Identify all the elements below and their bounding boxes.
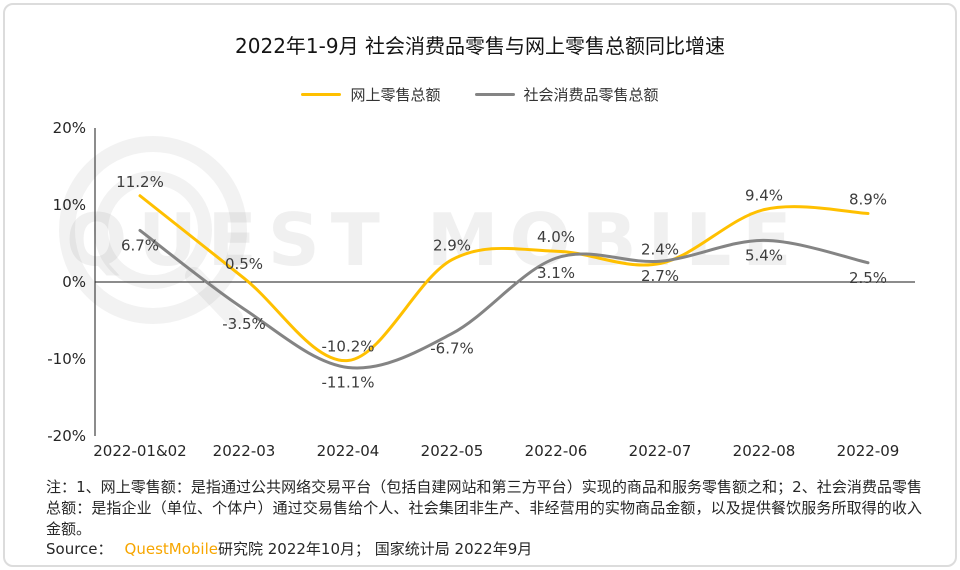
chart-canvas: 20% 10% 0% -10% -20% 2022-01&02 2022-03 2022-04… <box>47 119 915 460</box>
social-retail-swatch <box>474 93 515 96</box>
data-label: 2.9% <box>433 237 471 255</box>
legend-label-online-retail: 网上零售总额 <box>350 86 441 104</box>
data-label: 3.1% <box>537 264 575 282</box>
x-category-label: 2022-06 <box>525 442 588 460</box>
data-label: 2.7% <box>641 267 679 285</box>
data-label: -11.1% <box>321 373 374 391</box>
source-detail: 研究院 2022年10月； 国家统计局 2022年9月 <box>217 540 533 558</box>
data-label: 2.5% <box>849 269 887 287</box>
x-category-label: 2022-07 <box>629 442 692 460</box>
y-tick-label: 20% <box>53 119 86 137</box>
data-label: -10.2% <box>321 338 374 356</box>
source-line: Source： QuestMobile研究院 2022年10月； 国家统计局 20… <box>46 538 532 559</box>
data-label: 2.4% <box>641 241 679 259</box>
online-retail-swatch <box>301 93 342 96</box>
legend-label-social-retail: 社会消费品零售总额 <box>523 86 659 104</box>
legend: 网上零售总额 社会消费品零售总额 <box>0 84 960 105</box>
data-label: 0.5% <box>225 255 263 273</box>
data-label: 5.4% <box>745 246 783 264</box>
x-category-label: 2022-09 <box>837 442 900 460</box>
data-label: 11.2% <box>116 173 164 191</box>
data-label: 6.7% <box>121 236 159 254</box>
x-category-label: 2022-01&02 <box>93 442 186 460</box>
note-text: 注：1、网上零售额：是指通过公共网络交易平台（包括自建网站和第三方平台）实现的商… <box>46 478 922 538</box>
online-retail-line <box>138 194 870 363</box>
x-category-label: 2022-08 <box>733 442 796 460</box>
x-category-label: 2022-03 <box>213 442 276 460</box>
y-tick-label: 10% <box>53 196 86 214</box>
legend-item-social-retail: 社会消费品零售总额 <box>474 84 659 105</box>
source-prefix: Source： <box>46 540 113 558</box>
data-label: -3.5% <box>222 315 266 333</box>
page-title: 2022年1-9月 社会消费品零售与网上零售总额同比增速 <box>235 34 725 58</box>
y-tick-label: -20% <box>47 427 86 445</box>
data-label: -6.7% <box>430 340 474 358</box>
data-label: 9.4% <box>745 187 783 205</box>
source-brand: QuestMobile <box>124 540 218 558</box>
y-tick-label: 0% <box>62 273 86 291</box>
x-category-label: 2022-05 <box>421 442 484 460</box>
data-label: 8.9% <box>849 190 887 208</box>
y-tick-label: -10% <box>47 350 86 368</box>
social-retail-line <box>138 228 870 370</box>
legend-item-online-retail: 网上零售总额 <box>301 84 441 105</box>
x-category-label: 2022-04 <box>317 442 380 460</box>
data-label: 4.0% <box>537 228 575 246</box>
